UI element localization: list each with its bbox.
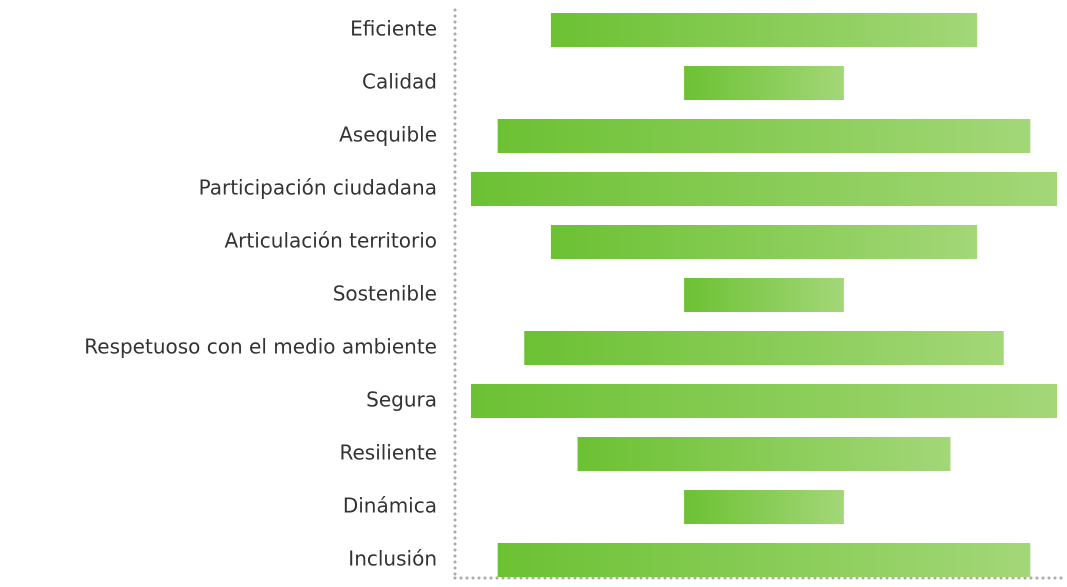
bar	[550, 225, 978, 259]
bar	[684, 490, 844, 524]
y-tick-label: Eficiente	[350, 17, 437, 41]
bar	[471, 384, 1057, 418]
y-tick-label: Articulación territorio	[225, 229, 438, 253]
bar	[577, 437, 951, 471]
y-tick-label: Sostenible	[333, 282, 437, 306]
y-tick-label: Dinámica	[343, 494, 437, 518]
y-tick-label: Calidad	[362, 70, 437, 94]
y-tick-label: Respetuoso con el medio ambiente	[84, 335, 437, 359]
bar	[497, 543, 1031, 577]
y-tick-label: Segura	[366, 388, 437, 412]
y-tick-label: Inclusión	[348, 547, 437, 571]
bar	[471, 172, 1057, 206]
bar	[684, 278, 844, 312]
bar	[684, 66, 844, 100]
y-tick-label: Participación ciudadana	[199, 176, 437, 200]
y-tick-label: Asequible	[339, 123, 437, 147]
bar	[550, 13, 978, 47]
y-tick-label: Resiliente	[339, 441, 437, 465]
bar	[524, 331, 1004, 365]
bar	[497, 119, 1031, 153]
